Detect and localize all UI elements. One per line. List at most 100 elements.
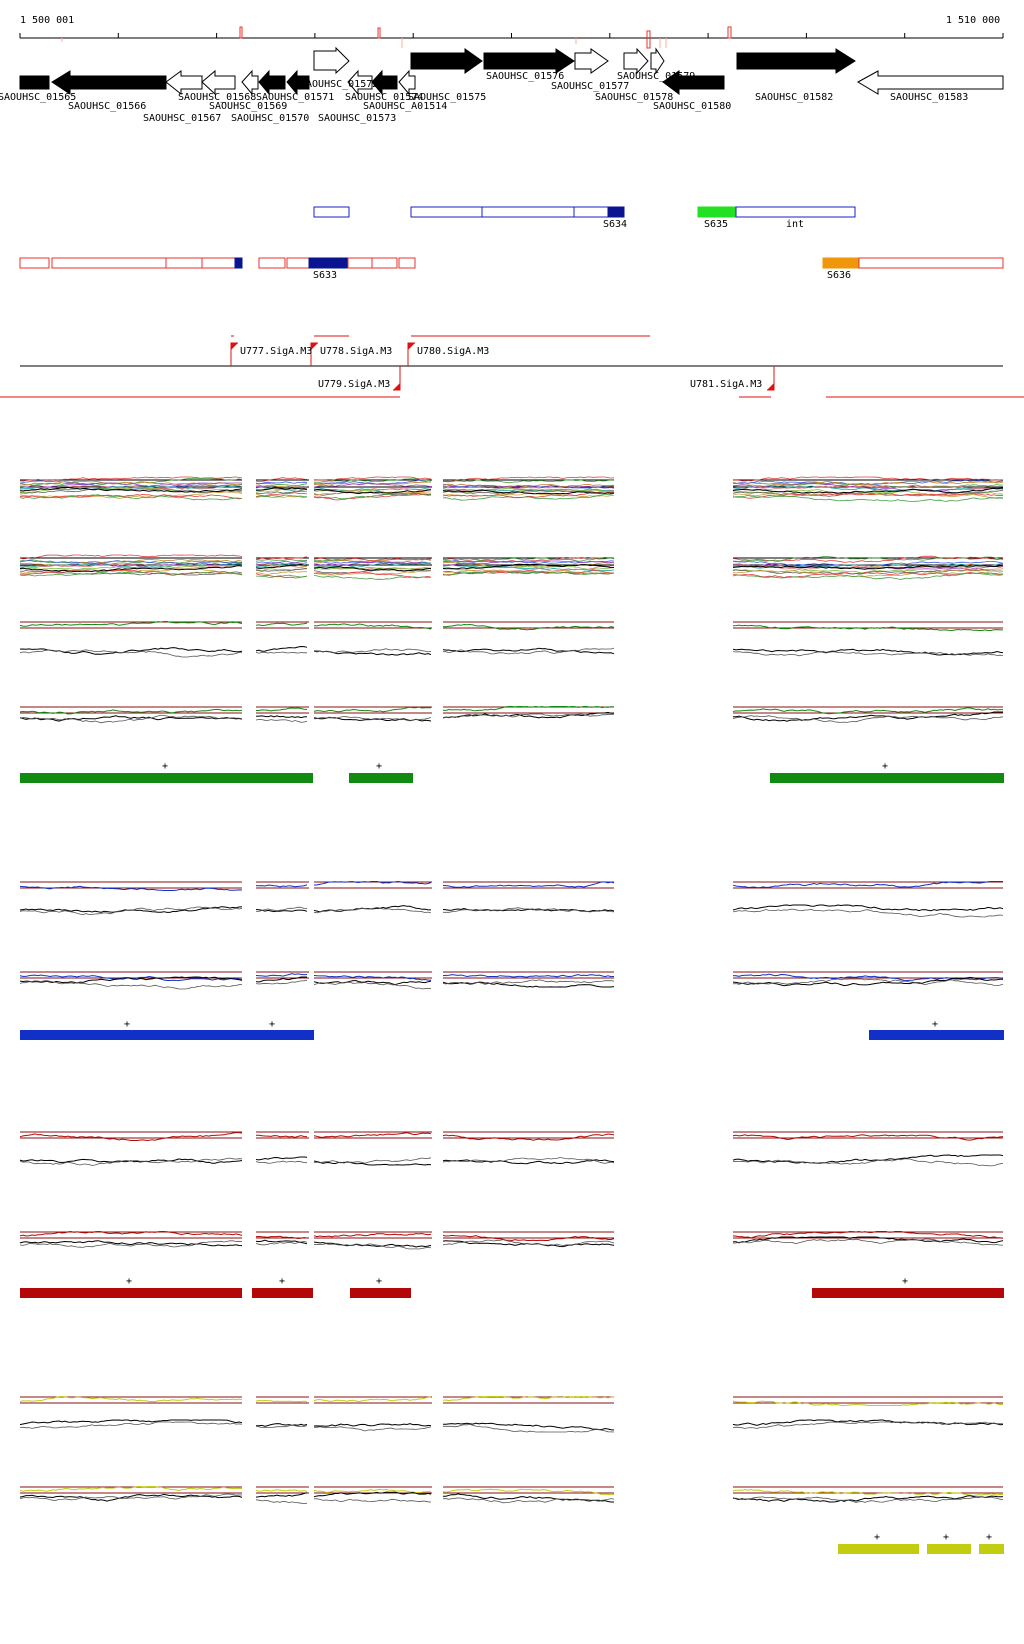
yellow-condition-bar[interactable]: [838, 1544, 919, 1554]
segment-box[interactable]: [398, 257, 416, 269]
gene-arrow-01576[interactable]: [483, 48, 575, 74]
profile-trace: [733, 1236, 1004, 1244]
profile-trace: [442, 1239, 615, 1246]
gene-label: SAOUHSC_01582: [755, 92, 833, 103]
profile-trace: [732, 1495, 1003, 1503]
profile-trace: [19, 494, 243, 501]
gene-arrow-01574[interactable]: [371, 69, 398, 96]
segment-box[interactable]: [286, 257, 310, 269]
segment-box[interactable]: [347, 257, 373, 269]
gene-arrow-01570[interactable]: [258, 69, 286, 96]
segment-box[interactable]: [573, 206, 609, 218]
gene-arrow-01571[interactable]: [286, 69, 310, 96]
condition-marker: +: [126, 1276, 132, 1287]
segment-box[interactable]: [201, 257, 236, 269]
gene-label: SAOUHSC_01580: [653, 101, 731, 112]
profile-trace: [19, 885, 243, 891]
segment-box[interactable]: [858, 257, 1004, 269]
segment-box[interactable]: [313, 206, 350, 218]
gene-track: [19, 46, 1004, 96]
blue-condition-bar[interactable]: [20, 1030, 314, 1040]
blue-condition-bar[interactable]: [869, 1030, 1004, 1040]
segment-s635-block[interactable]: [697, 206, 737, 218]
gene-label: SAOUHSC_01576: [486, 71, 564, 82]
gene-arrow-01567[interactable]: [165, 70, 203, 96]
profile-trace: [732, 1134, 1004, 1141]
segment-box[interactable]: [481, 206, 575, 218]
red-condition-bar[interactable]: [20, 1288, 242, 1298]
segment-box[interactable]: [735, 206, 856, 218]
profile-trace: [255, 1492, 308, 1498]
gene-arrow-01566[interactable]: [51, 70, 167, 95]
profile-trace: [255, 560, 308, 564]
profile-trace: [313, 562, 431, 568]
segment-s636-block[interactable]: [822, 257, 860, 269]
profile-trace: [442, 623, 615, 631]
profile-trace: [732, 1488, 1003, 1497]
gene-label: SAOUHSC_01572: [300, 79, 378, 90]
profile-trace: [19, 980, 243, 990]
profile-trace: [732, 707, 1003, 715]
profile-trace: [19, 481, 243, 486]
segment-dark-block[interactable]: [234, 257, 243, 269]
segment-box[interactable]: [165, 257, 203, 269]
profile-trace: [19, 1493, 243, 1501]
profile-trace: [732, 1230, 1004, 1239]
profile-trace: [19, 621, 243, 627]
segment-label: S635: [704, 219, 728, 230]
profile-trace: [19, 906, 243, 916]
red-condition-bar[interactable]: [252, 1288, 313, 1298]
profile-trace: [442, 489, 615, 495]
profile-trace: [732, 555, 1004, 563]
profile-trace: [255, 486, 308, 489]
segment-box[interactable]: [258, 257, 286, 269]
red-condition-bar[interactable]: [350, 1288, 411, 1298]
profile-trace: [255, 719, 308, 723]
expression-profiles: [19, 476, 1004, 1505]
gene-arrow-01580[interactable]: [662, 70, 725, 95]
profile-trace: [313, 650, 432, 656]
gene-arrow-01575[interactable]: [410, 48, 483, 74]
profile-trace: [255, 558, 308, 562]
profile-trace: [442, 1422, 615, 1431]
gene-arrow-01568[interactable]: [201, 69, 236, 96]
promoter-label: U780.SigA.M3: [417, 346, 489, 357]
profile-trace: [19, 649, 243, 658]
segment-s634-block[interactable]: [607, 206, 625, 218]
green-condition-bar[interactable]: [770, 773, 1004, 783]
profile-trace: [442, 489, 615, 495]
profile-trace: [255, 1424, 308, 1429]
segment-box[interactable]: [410, 206, 483, 218]
profile-trace: [255, 492, 308, 497]
gene-arrow-01572[interactable]: [313, 46, 350, 75]
segment-box[interactable]: [371, 257, 398, 269]
gene-arrow-A01514[interactable]: [398, 69, 416, 96]
profile-trace: [313, 1132, 432, 1138]
yellow-condition-bar[interactable]: [979, 1544, 1004, 1554]
green-condition-bar[interactable]: [349, 773, 413, 783]
gene-arrow-01578[interactable]: [623, 47, 649, 75]
profile-trace: [19, 1493, 243, 1502]
profile-trace: [255, 973, 308, 977]
gene-arrow-01579[interactable]: [650, 47, 665, 75]
profile-trace: [255, 1399, 308, 1403]
yellow-condition-bar[interactable]: [927, 1544, 971, 1554]
gene-arrow-01583[interactable]: [856, 70, 1004, 95]
green-condition-bar[interactable]: [20, 773, 313, 783]
profile-trace: [442, 713, 615, 719]
segment-box[interactable]: [19, 257, 50, 269]
gene-arrow-01577[interactable]: [574, 48, 609, 74]
condition-marker: +: [124, 1019, 130, 1030]
segment-box[interactable]: [51, 257, 167, 269]
red-condition-bar[interactable]: [812, 1288, 1004, 1298]
segment-s633-block[interactable]: [308, 257, 349, 269]
gene-arrow-01565[interactable]: [19, 75, 50, 90]
profile-trace: [313, 493, 431, 500]
gene-arrow-01582[interactable]: [736, 48, 856, 74]
gene-arrow-01569[interactable]: [241, 69, 259, 96]
profile-trace: [313, 490, 431, 496]
profile-trace: [255, 976, 307, 983]
gene-label: SAOUHSC_01568: [178, 92, 256, 103]
gene-label: SAOUHSC_A01514: [363, 101, 447, 112]
profile-trace: [732, 481, 1004, 487]
